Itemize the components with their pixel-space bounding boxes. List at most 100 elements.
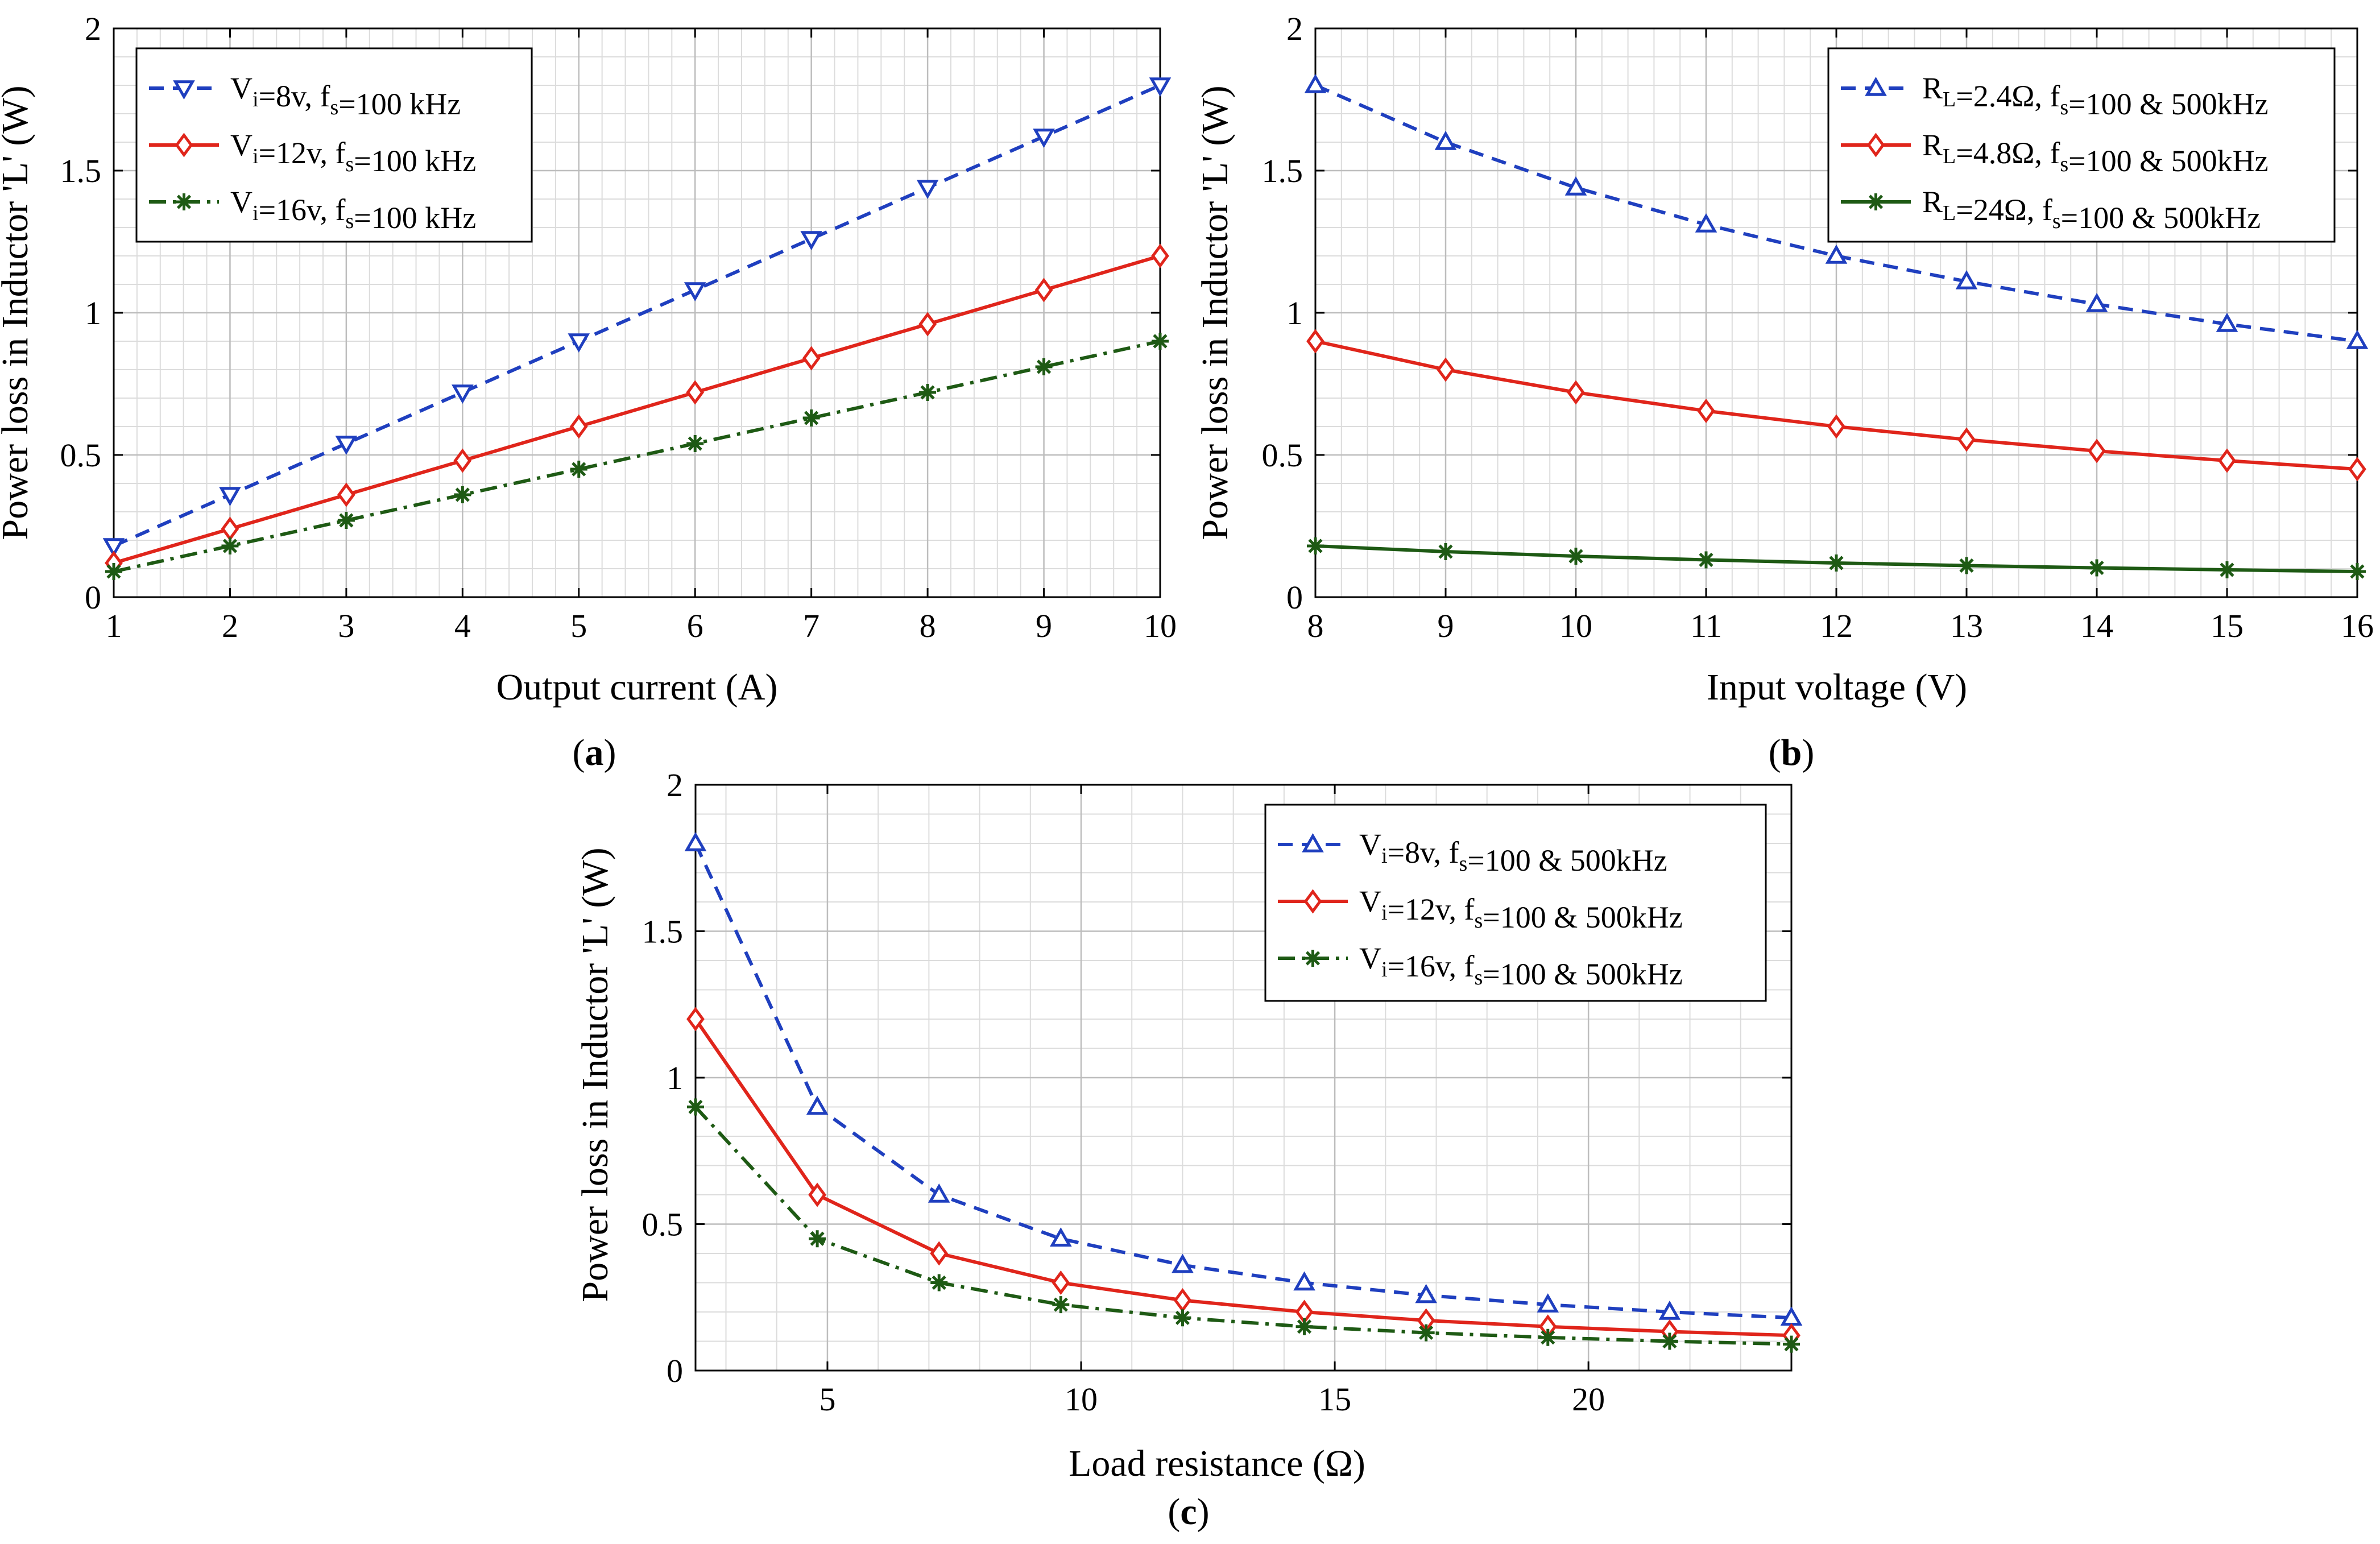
legend-text: =12v, f bbox=[1388, 892, 1475, 926]
data-point bbox=[1417, 1324, 1435, 1342]
data-point bbox=[686, 380, 705, 405]
caption-letter: a bbox=[585, 732, 604, 773]
legend-entry: Vi=16v, fs=100 & 500kHz bbox=[1359, 941, 1683, 991]
x-axis-label: Load resistance (Ω) bbox=[1069, 1443, 1365, 1484]
data-point bbox=[570, 461, 587, 478]
data-point bbox=[1537, 1293, 1559, 1313]
data-point bbox=[2218, 448, 2236, 473]
legend-marker bbox=[1867, 193, 1885, 210]
legend-marker bbox=[173, 80, 195, 100]
y-tick-label: 2 bbox=[667, 767, 683, 804]
legend-subscript: i bbox=[1381, 844, 1388, 868]
legend-subscript: i bbox=[253, 201, 259, 225]
caption-close: ) bbox=[1197, 1491, 1210, 1533]
y-tick-label: 1.5 bbox=[60, 152, 102, 189]
caption-letter: c bbox=[1180, 1491, 1197, 1533]
data-point bbox=[568, 333, 590, 353]
x-tick-label: 10 bbox=[1065, 1381, 1098, 1418]
data-point bbox=[1825, 244, 1848, 264]
data-point bbox=[1827, 414, 1845, 439]
legend-entry: Vi=16v, fs=100 kHz bbox=[230, 185, 476, 235]
data-point bbox=[1152, 333, 1169, 350]
x-tick-label: 15 bbox=[1318, 1381, 1351, 1418]
legend-marker bbox=[1304, 950, 1322, 967]
x-tick-label: 10 bbox=[1559, 607, 1592, 644]
legend-entry: RL=2.4Ω, fs=100 & 500kHz bbox=[1922, 71, 2269, 121]
data-point bbox=[1307, 537, 1324, 554]
x-tick-label: 9 bbox=[1036, 607, 1052, 644]
series-line bbox=[113, 340, 1161, 573]
legend-subscript: s bbox=[346, 152, 354, 176]
data-point bbox=[102, 538, 125, 558]
data-point bbox=[2349, 563, 2366, 580]
data-point bbox=[1172, 1253, 1194, 1273]
legend-subscript: s bbox=[1475, 909, 1483, 933]
data-point bbox=[802, 346, 821, 371]
legend-text: =12v, f bbox=[259, 136, 346, 170]
caption-open: ( bbox=[1168, 1491, 1180, 1533]
chart-panel-a: 1 2 3 4 5 6 7 8 9 10 0 0.5 1 1.5 2 Output current (A) Po… bbox=[0, 10, 1177, 773]
y-tick-label: 1 bbox=[85, 295, 101, 332]
legend-text: =100 kHz bbox=[354, 144, 476, 178]
legend-text: V bbox=[230, 71, 253, 105]
y-tick-label: 0.5 bbox=[642, 1206, 684, 1243]
legend-entry: Vi=12v, fs=100 kHz bbox=[230, 128, 476, 178]
data-point bbox=[1050, 1227, 1072, 1247]
data-point bbox=[1437, 543, 1454, 560]
data-point bbox=[916, 180, 939, 200]
series-3 bbox=[1307, 537, 2366, 580]
x-tick-label: 10 bbox=[1144, 607, 1177, 644]
data-point bbox=[1033, 129, 1055, 148]
x-axis-label: Input voltage (V) bbox=[1707, 667, 1967, 708]
data-point bbox=[1661, 1332, 1678, 1350]
legend-subscript: s bbox=[2060, 96, 2068, 119]
data-point bbox=[1293, 1271, 1315, 1291]
data-point bbox=[1434, 130, 1457, 150]
legend-text: R bbox=[1922, 185, 1943, 219]
y-tick-label: 1.5 bbox=[642, 913, 684, 950]
caption-close: ) bbox=[1802, 732, 1814, 773]
data-point bbox=[1567, 380, 1585, 405]
legend-text: V bbox=[1359, 941, 1381, 975]
legend-text: =100 & 500kHz bbox=[1483, 957, 1682, 991]
legend-text: =100 & 500kHz bbox=[2061, 201, 2261, 235]
data-point bbox=[1151, 243, 1169, 268]
legend-subscript: i bbox=[1381, 901, 1388, 925]
legend-text: =100 & 500kHz bbox=[2068, 87, 2268, 121]
data-point bbox=[1697, 399, 1715, 423]
data-point bbox=[1955, 270, 1978, 289]
x-tick-label: 8 bbox=[1307, 607, 1324, 644]
data-point bbox=[1695, 213, 1717, 233]
caption-open: ( bbox=[1769, 732, 1781, 773]
caption-letter: b bbox=[1781, 732, 1802, 773]
data-point bbox=[221, 537, 239, 554]
data-point bbox=[684, 831, 707, 851]
data-point bbox=[1958, 557, 1975, 574]
data-point bbox=[1567, 548, 1584, 565]
legend-text: =100 kHz bbox=[354, 201, 476, 235]
x-tick-label: 5 bbox=[570, 607, 587, 644]
y-axis-label: Power loss in Inductor 'L' (W) bbox=[0, 85, 36, 540]
x-tick-label: 15 bbox=[2211, 607, 2244, 644]
y-axis-label: Power loss in Inductor 'L' (W) bbox=[1194, 85, 1236, 540]
legend-subscript: s bbox=[330, 96, 339, 119]
legend-text: V bbox=[1359, 827, 1381, 862]
series-3 bbox=[687, 1098, 1800, 1353]
data-point bbox=[1957, 427, 1976, 452]
legend-text: =100 & 500kHz bbox=[2068, 144, 2268, 178]
chart-panel-b: 8 9 10 11 12 13 14 15 16 0 0.5 1 1.5 2 Input voltage (… bbox=[1194, 10, 2374, 773]
data-point bbox=[1306, 329, 1324, 354]
legend-text: =8v, f bbox=[259, 79, 330, 113]
x-tick-label: 9 bbox=[1438, 607, 1454, 644]
y-tick-label: 1.5 bbox=[1262, 152, 1303, 189]
series-line bbox=[694, 1106, 1792, 1346]
x-axis-label: Output current (A) bbox=[496, 667, 778, 708]
data-point bbox=[1539, 1328, 1557, 1346]
series-1 bbox=[102, 77, 1172, 558]
data-point bbox=[1295, 1318, 1313, 1335]
legend-marker bbox=[1865, 76, 1887, 96]
series-line bbox=[113, 254, 1161, 565]
legend-text: =100 kHz bbox=[338, 87, 461, 121]
data-point bbox=[2088, 559, 2105, 577]
